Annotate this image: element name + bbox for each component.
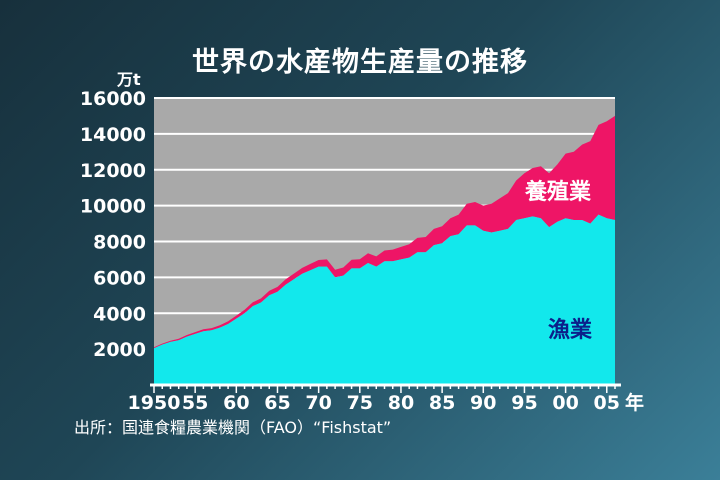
x-tick-label: 00 [552,392,578,414]
y-tick-label: 4000 [93,303,146,325]
x-tick-label: 1950 [128,392,181,414]
y-tick-label: 10000 [80,196,146,218]
y-tick-label: 16000 [80,88,146,110]
x-tick-label: 70 [305,392,331,414]
source-note: 出所：国連食糧農業機関（FAO）“Fishstat” [74,418,392,437]
area-fishery [154,214,615,385]
y-axis-unit: 万t [117,70,141,89]
x-tick-label: 95 [511,392,537,414]
x-tick-label: 90 [470,392,496,414]
chart-title: 世界の水産物生産量の推移 [192,47,528,78]
y-tick-labels: 16000 14000 12000 10000 8000 6000 4000 2000 [80,88,146,361]
x-tick-marks [153,385,616,393]
x-tick-label: 05 [594,392,620,414]
x-tick-label: 75 [347,392,373,414]
series-label-aquaculture: 養殖業 [525,180,592,205]
x-axis-unit: 年 [625,392,645,414]
x-tick-label: 55 [182,392,208,414]
y-tick-label: 14000 [80,124,146,146]
x-tick-label: 60 [223,392,249,414]
x-tick-labels: 1950 55 60 65 70 75 80 85 90 95 00 05 [128,392,620,414]
y-tick-label: 8000 [93,232,146,254]
x-tick-label: 80 [388,392,414,414]
y-tick-label: 12000 [80,160,146,182]
x-tick-label: 85 [429,392,455,414]
y-tick-label: 2000 [93,339,146,361]
y-tick-label: 6000 [93,267,146,289]
series-label-fishery: 漁業 [548,318,593,343]
x-tick-label: 65 [264,392,290,414]
